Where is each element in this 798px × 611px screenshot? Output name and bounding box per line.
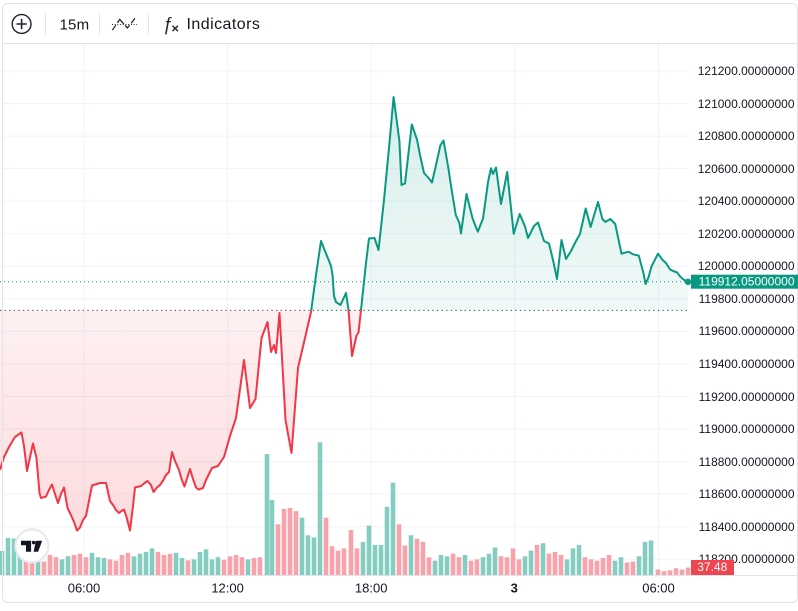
svg-text:ƒ: ƒ <box>163 14 173 34</box>
